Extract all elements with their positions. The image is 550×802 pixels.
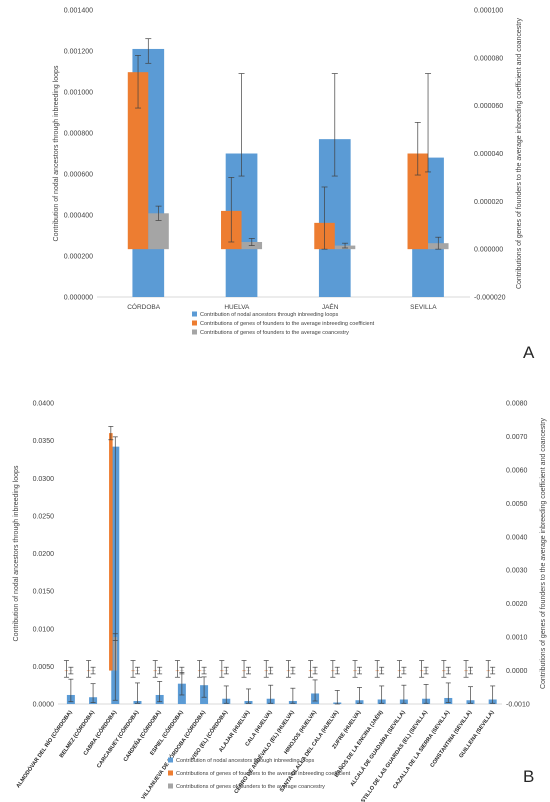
legend-swatch <box>192 329 197 335</box>
legend-label: Contribution of nodal ancestors through … <box>200 312 338 318</box>
y-tick-label: 0.0150 <box>33 589 55 596</box>
bar <box>407 153 429 250</box>
panel-b-letter: B <box>523 767 534 786</box>
y-tick-label: 0.0200 <box>33 551 55 558</box>
y-right-tick-label: 0.000020 <box>474 199 503 206</box>
x-tick-label: JAÉN <box>322 302 339 311</box>
y-tick-label: 0.000200 <box>64 254 93 261</box>
panel-a-chart: 0.000000 0.000200 0.000400 0.000600 0.000800… <box>53 8 523 337</box>
y-right-tick-label: 0.0060 <box>506 467 528 474</box>
y-axis-right-title: Contributions of genes of founders to th… <box>516 17 523 289</box>
y-right-tick-label: 0.0050 <box>506 501 528 508</box>
y-tick-label: 0.0350 <box>33 438 55 445</box>
legend-swatch <box>192 311 197 317</box>
y-right-tick-label: 0.000000 <box>474 247 503 254</box>
y-right-tick-label: 0.000060 <box>474 103 503 110</box>
y-right-tick-label: 0.000100 <box>474 8 503 15</box>
y-right-tick-label: -0.0010 <box>506 702 530 709</box>
y-tick-label: 0.0050 <box>33 664 55 671</box>
y-axis-title: Contribution of nodal ancestors through … <box>13 465 20 641</box>
legend-label: Contributions of genes of founders to th… <box>200 330 349 336</box>
x-tick-label: CARDEÑA (CÓRDOBA) <box>121 708 163 763</box>
y-axis-right-title: Contributions of genes of founders to th… <box>540 417 547 689</box>
panel-a-letter: A <box>523 343 535 362</box>
y-right-tick-label: 0.000080 <box>474 55 503 62</box>
y-tick-label: 0.001000 <box>64 90 93 97</box>
legend-swatch <box>168 770 173 776</box>
x-tick-label: HUELVA <box>224 304 250 311</box>
y-tick-label: 0.0250 <box>33 513 55 520</box>
x-tick-label: VISO (EL) (CÓRDOBA) <box>189 708 229 761</box>
y-right-tick-label: 0.0000 <box>506 668 528 675</box>
y-right-tick-label: 0.000040 <box>474 151 503 158</box>
y-right-tick-label: 0.0040 <box>506 534 528 541</box>
legend-label: Contributions of genes of founders to th… <box>200 321 375 327</box>
y-tick-label: 0.0300 <box>33 476 55 483</box>
y-tick-label: 0.001400 <box>64 8 93 15</box>
panel-b-chart: 0.0000 0.0050 0.0100 0.0150 0.0200 0.0250 0.03… <box>13 401 547 802</box>
y-right-tick-label: 0.0010 <box>506 635 528 642</box>
bar <box>109 433 113 671</box>
legend-label: Contributions of genes of founders to th… <box>176 771 351 777</box>
y-right-tick-label: 0.0070 <box>506 434 528 441</box>
y-tick-label: 0.000400 <box>64 213 93 220</box>
y-right-tick-label: 0.0030 <box>506 568 528 575</box>
x-tick-label: CARCABUEY (CÓRDOBA) <box>94 708 140 769</box>
x-tick-label: SEVILLA <box>410 304 437 311</box>
bar <box>127 72 149 250</box>
legend-swatch <box>168 783 173 789</box>
legend-label: Contributions of genes of founders to th… <box>176 784 325 790</box>
y-tick-label: 0.0400 <box>33 401 55 408</box>
y-tick-label: 0.000600 <box>64 172 93 179</box>
legend-label: Contribution of nodal ancestors through … <box>176 758 314 764</box>
y-tick-label: 0.001200 <box>64 49 93 56</box>
legend-swatch <box>192 320 197 326</box>
legend-swatch <box>168 757 173 763</box>
y-right-tick-label: -0.000020 <box>474 295 506 302</box>
bar <box>148 213 169 250</box>
y-tick-label: 0.0100 <box>33 626 55 633</box>
y-tick-label: 0.000000 <box>64 295 93 302</box>
y-right-tick-label: 0.0020 <box>506 601 528 608</box>
y-tick-label: 0.000800 <box>64 131 93 138</box>
x-tick-label: CONSTANTINA (SEVILLA) <box>430 710 474 769</box>
y-axis-title: Contribution of nodal ancestors through … <box>53 65 60 241</box>
y-tick-label: 0.0000 <box>33 702 55 709</box>
y-right-tick-label: 0.0080 <box>506 401 528 408</box>
x-tick-label: CÓRDOBA <box>127 302 161 311</box>
